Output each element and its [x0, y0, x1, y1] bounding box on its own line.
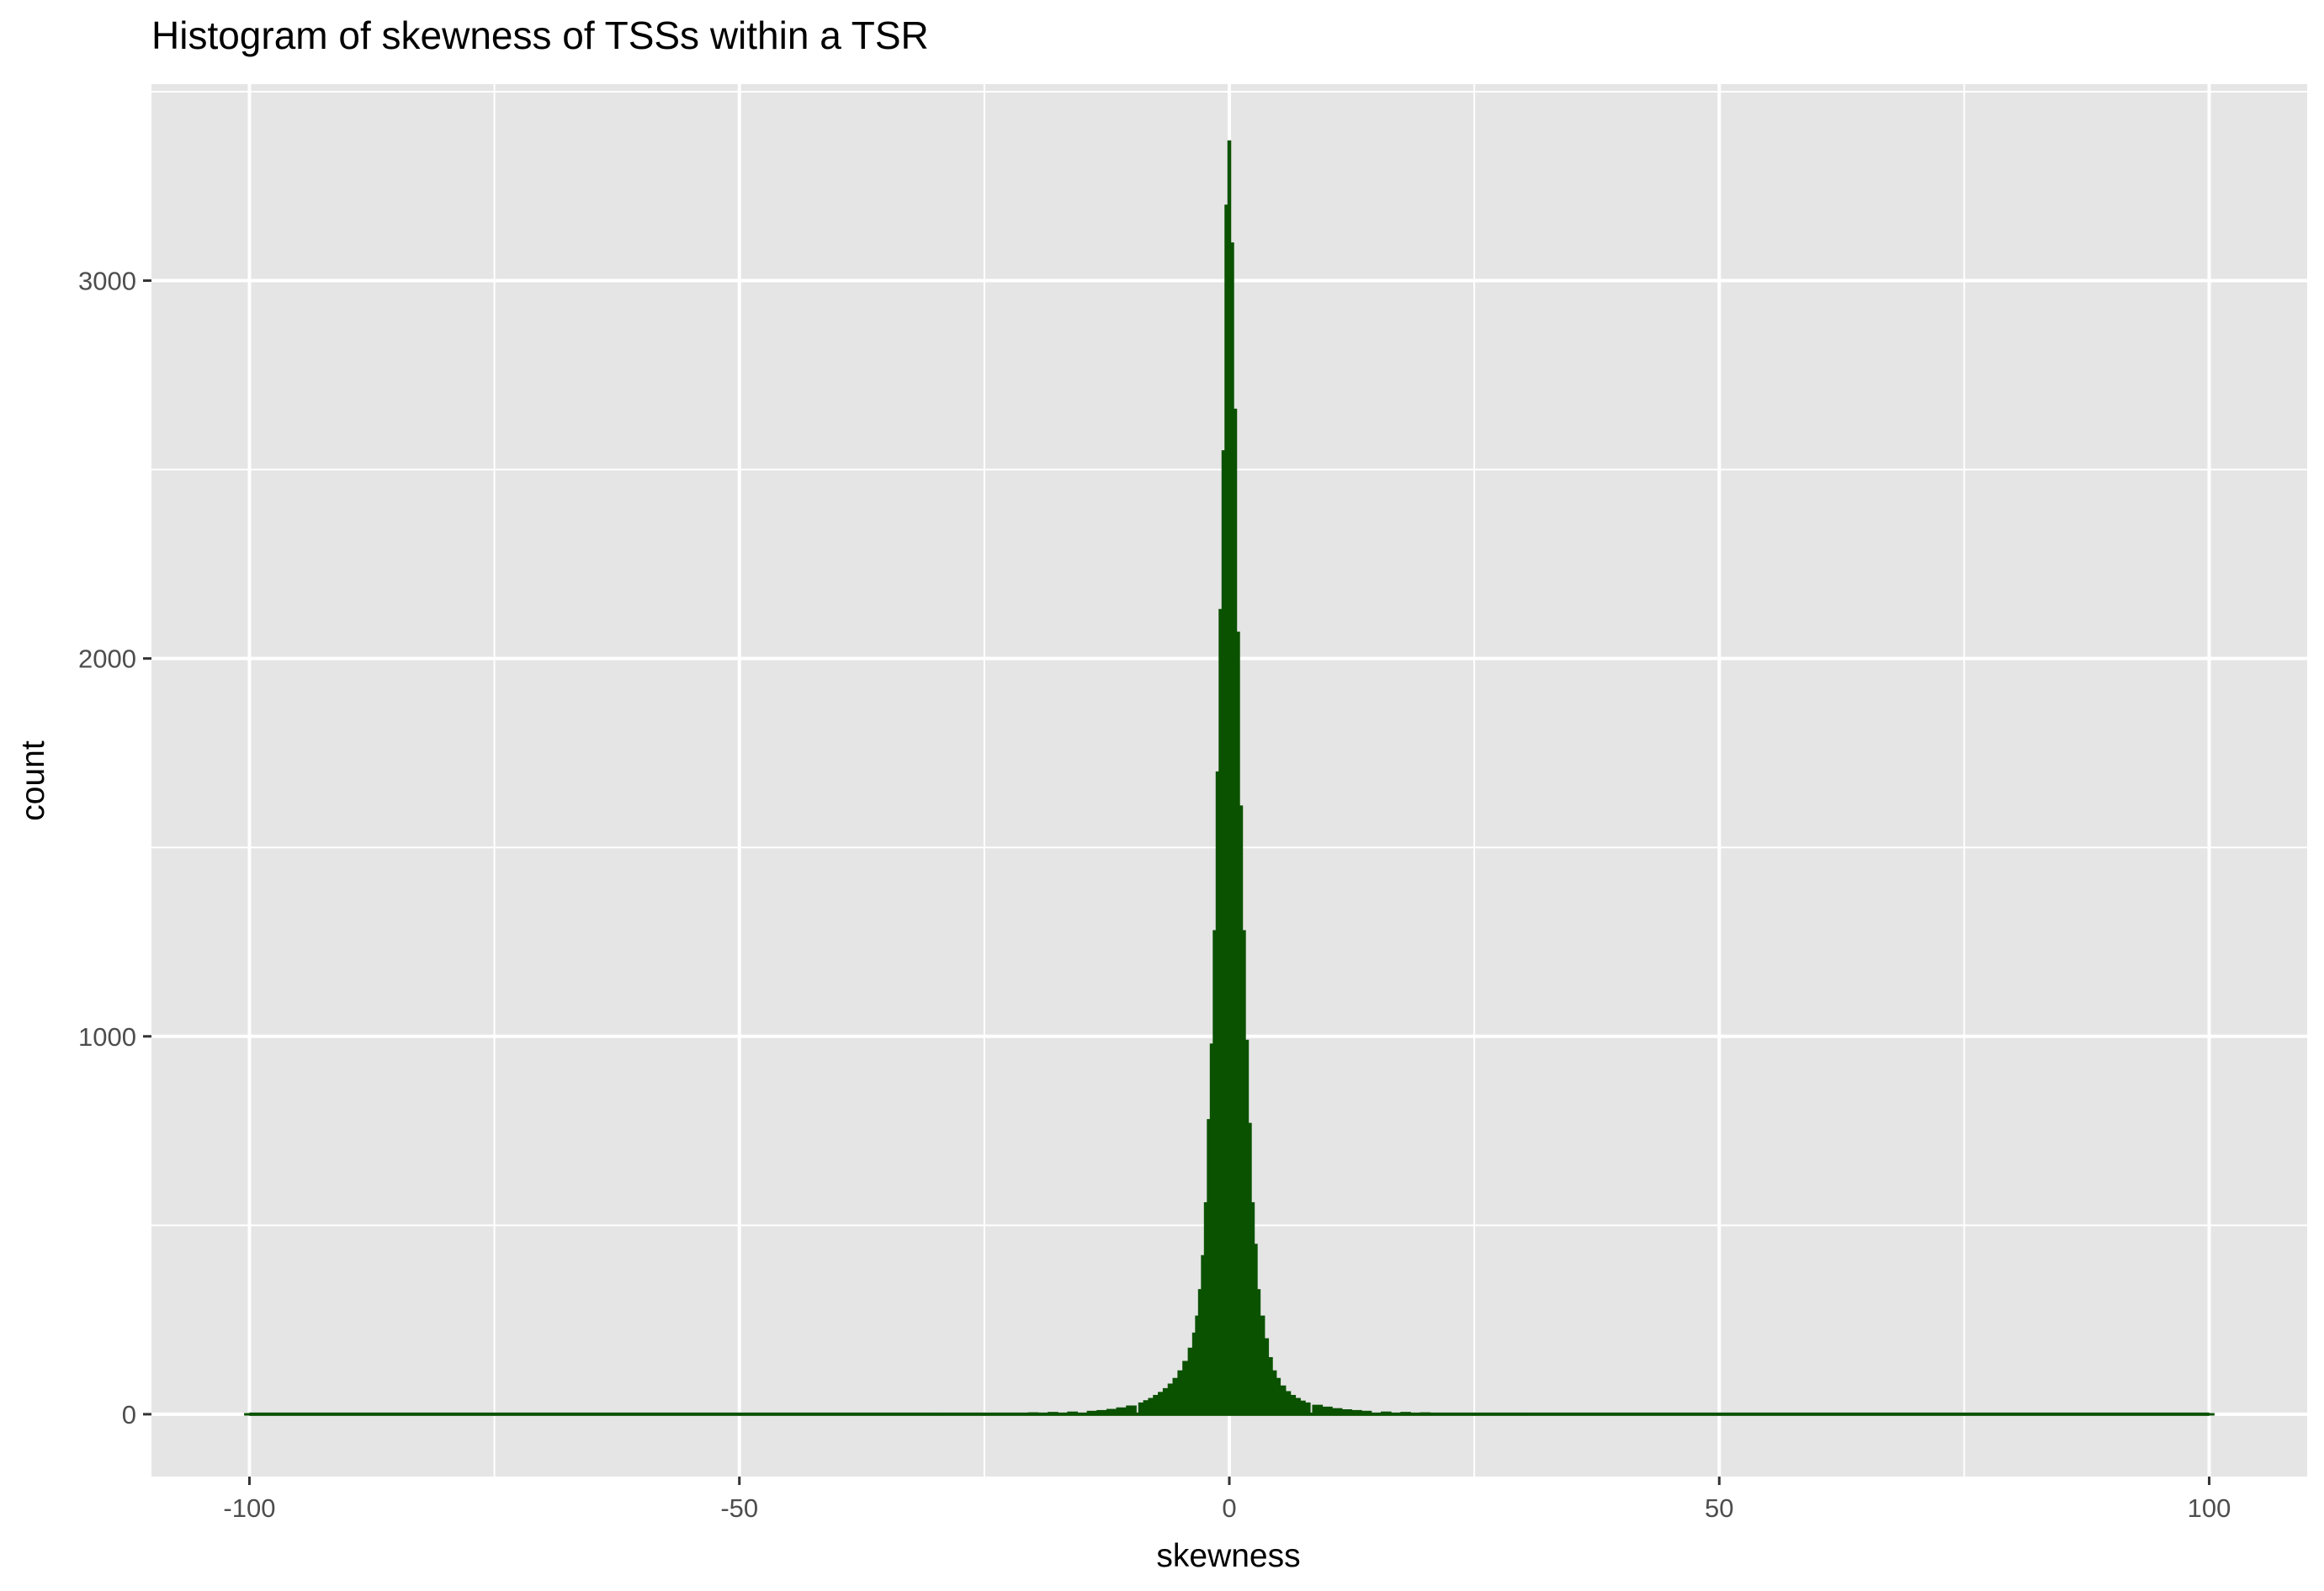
- histogram-bar: [1221, 450, 1226, 1415]
- histogram-bar: [2204, 1413, 2215, 1416]
- histogram-bar: [1172, 1377, 1179, 1415]
- histogram-bar: [1218, 608, 1223, 1415]
- histogram-bar: [1191, 1332, 1196, 1415]
- y-axis: 0 1000 2000 3000: [78, 267, 151, 1429]
- histogram-bar: [1276, 1377, 1281, 1415]
- histogram-bar: [1285, 1391, 1292, 1415]
- histogram-bar: [1067, 1411, 1078, 1415]
- histogram-bar: [1162, 1387, 1169, 1415]
- histogram-bar: [1242, 930, 1246, 1415]
- histogram-bar: [1086, 1410, 1098, 1415]
- histogram-bar: [1312, 1404, 1324, 1415]
- y-tick-label: 2000: [78, 644, 136, 674]
- histogram-bar: [1143, 1400, 1149, 1415]
- histogram-bar: [1254, 1244, 1258, 1415]
- x-tick-label: 50: [1705, 1493, 1733, 1523]
- histogram-bar: [1268, 1357, 1273, 1415]
- histogram-bar: [1250, 1201, 1255, 1415]
- histogram-bar: [1419, 1412, 1431, 1415]
- histogram-bar: [1096, 1409, 1107, 1415]
- histogram-bar: [1280, 1385, 1287, 1415]
- histogram-bar: [1230, 242, 1234, 1415]
- histogram-bar: [1215, 771, 1220, 1415]
- histogram-bar: [1138, 1402, 1144, 1415]
- histogram-bar: [1361, 1410, 1372, 1415]
- histogram-bar: [1248, 1122, 1252, 1415]
- histogram-bar: [1264, 1338, 1270, 1415]
- histogram-bar: [1148, 1397, 1154, 1415]
- x-tick-label: 100: [2188, 1493, 2231, 1523]
- histogram-bar: [1209, 1043, 1214, 1415]
- y-tick-label: 3000: [78, 267, 136, 296]
- histogram-bar: [1195, 1315, 1199, 1415]
- histogram-bar: [1233, 408, 1238, 1415]
- histogram-bar: [1290, 1394, 1297, 1415]
- histogram-bar: [1224, 204, 1228, 1415]
- histogram-bar: [1256, 1289, 1261, 1415]
- histogram-bar: [1468, 1413, 1480, 1416]
- histogram-bar: [1126, 1405, 1137, 1415]
- histogram-bar: [930, 1413, 941, 1416]
- histogram-bar: [1027, 1412, 1039, 1415]
- histogram-bar: [1197, 1289, 1202, 1415]
- histogram-bar: [1239, 805, 1244, 1415]
- histogram-bar: [1236, 631, 1240, 1415]
- x-axis-title: skewness: [1156, 1538, 1300, 1574]
- histogram-bar: [1331, 1408, 1343, 1415]
- histogram-bar: [1207, 1119, 1211, 1415]
- x-tick-label: 0: [1222, 1493, 1236, 1523]
- y-axis-title: count: [15, 740, 51, 821]
- histogram-bar: [1201, 1254, 1205, 1415]
- histogram-bar: [1158, 1392, 1164, 1415]
- histogram-bar: [1106, 1408, 1117, 1415]
- histogram-bar: [1322, 1406, 1333, 1415]
- histogram-bar: [1227, 140, 1232, 1415]
- histogram-bar: [1381, 1411, 1392, 1415]
- histogram-bar: [1518, 1413, 1529, 1416]
- histogram-bar: [1244, 1039, 1250, 1415]
- histogram-bar: [1341, 1409, 1353, 1415]
- x-axis: -100 -50 0 50 100: [223, 1477, 2231, 1523]
- histogram-bar: [1304, 1402, 1311, 1415]
- x-tick-label: -100: [223, 1493, 275, 1523]
- y-tick-label: 0: [122, 1400, 136, 1429]
- histogram-bar: [1212, 930, 1217, 1415]
- histogram-bar: [1260, 1315, 1265, 1415]
- histogram-bar: [1295, 1397, 1301, 1415]
- histogram-bar: [1153, 1394, 1159, 1415]
- histogram-bar: [1203, 1201, 1208, 1415]
- x-tick-label: -50: [720, 1493, 758, 1523]
- histogram-bar: [1048, 1412, 1059, 1415]
- histogram-bar: [1187, 1347, 1193, 1415]
- histogram-bar: [1351, 1409, 1362, 1415]
- histogram-bar: [244, 1413, 255, 1416]
- histogram-bar: [1299, 1400, 1306, 1415]
- histogram-bar: [1400, 1412, 1411, 1415]
- histogram-bar: [1116, 1407, 1128, 1415]
- chart-title: Histogram of skewness of TSSs within a T…: [151, 13, 929, 57]
- histogram-bar: [1167, 1383, 1174, 1415]
- histogram-bar: [1177, 1370, 1184, 1415]
- histogram-bar: [979, 1413, 990, 1416]
- histogram-bars: [244, 140, 2215, 1416]
- y-tick-label: 1000: [78, 1022, 136, 1052]
- histogram-bar: [1271, 1370, 1277, 1415]
- histogram-bar: [1182, 1360, 1189, 1415]
